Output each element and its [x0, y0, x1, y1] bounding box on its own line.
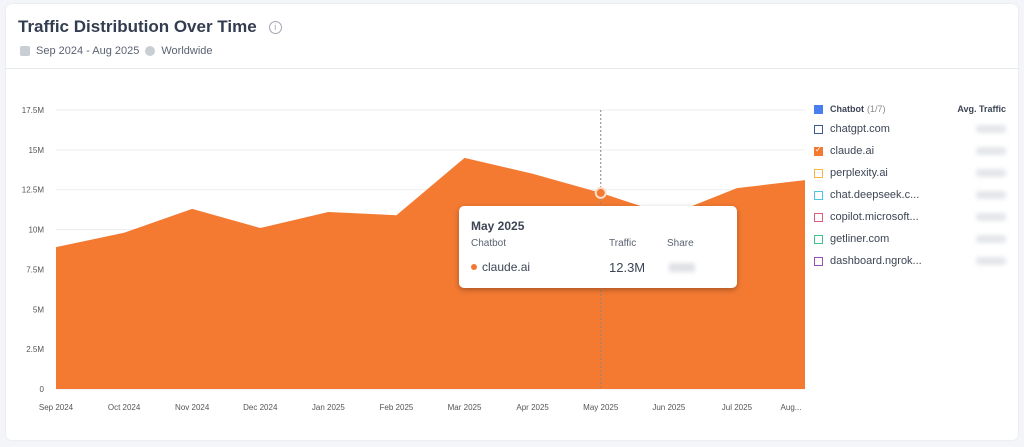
check-icon: ✓: [815, 144, 822, 154]
y-tick-label: 17.5M: [22, 106, 45, 115]
avg-traffic-blurred: [976, 235, 1006, 243]
y-tick-label: 10M: [28, 226, 44, 235]
y-tick-label: 7.5M: [26, 265, 44, 274]
legend-title: Chatbot: [830, 104, 864, 114]
region[interactable]: Worldwide: [161, 45, 213, 57]
tooltip: May 2025 Chatbot Traffic Share claude.ai…: [459, 206, 737, 288]
tooltip-row: claude.ai: [471, 260, 530, 274]
globe-icon: [145, 46, 156, 56]
x-tick-label: Jun 2025: [652, 403, 685, 412]
info-icon[interactable]: i: [268, 20, 282, 34]
legend-item[interactable]: getliner.com: [814, 228, 1014, 250]
x-tick-label: Jul 2025: [722, 403, 753, 412]
tooltip-month: May 2025: [471, 219, 525, 233]
y-tick-label: 2.5M: [26, 345, 44, 354]
x-tick-label: Sep 2024: [39, 403, 74, 412]
tooltip-col-traffic: Traffic: [609, 238, 637, 249]
title-row: Traffic Distribution Over Time i: [18, 17, 282, 37]
legend-label: getliner.com: [830, 233, 890, 245]
avg-traffic-blurred: [976, 257, 1006, 265]
checkbox[interactable]: [814, 124, 823, 134]
x-tick-label: Aug...: [781, 403, 802, 412]
x-tick-label: Mar 2025: [448, 403, 482, 412]
avg-traffic-blurred: [976, 169, 1006, 177]
checkbox[interactable]: [814, 234, 823, 244]
avg-traffic-blurred: [976, 125, 1006, 133]
legend-label: claude.ai: [830, 145, 875, 157]
legend-item[interactable]: dashboard.ngrok...: [814, 250, 1014, 272]
y-tick-label: 15M: [28, 146, 44, 155]
legend-label: chatgpt.com: [830, 123, 890, 135]
legend-label: dashboard.ngrok...: [830, 255, 922, 267]
checkbox[interactable]: ✓: [814, 144, 823, 156]
tooltip-col-share: Share: [667, 238, 694, 249]
avg-traffic-header[interactable]: Avg. Traffic: [957, 104, 1006, 114]
tooltip-series-name: claude.ai: [482, 260, 531, 274]
legend-item[interactable]: chatgpt.com: [814, 118, 1014, 140]
legend-label: chat.deepseek.c...: [830, 189, 920, 201]
tooltip-traffic: 12.3M: [609, 260, 646, 275]
checkbox[interactable]: [814, 212, 823, 222]
x-tick-label: Feb 2025: [380, 403, 414, 412]
checkbox[interactable]: [814, 256, 823, 266]
tooltip-col-chatbot: Chatbot: [471, 238, 507, 249]
legend-label: perplexity.ai: [830, 167, 888, 179]
legend: Chatbot (1/7) Avg. Traffic chatgpt.com ✓ c…: [814, 100, 1014, 272]
x-tick-label: Dec 2024: [243, 403, 278, 412]
select-all-checkbox[interactable]: [814, 104, 823, 114]
legend-label: copilot.microsoft...: [830, 211, 919, 223]
legend-item[interactable]: perplexity.ai: [814, 162, 1014, 184]
x-tick-label: Apr 2025: [516, 403, 549, 412]
legend-item[interactable]: chat.deepseek.c...: [814, 184, 1014, 206]
legend-count: (1/7): [867, 104, 886, 114]
date-range[interactable]: Sep 2024 - Aug 2025: [36, 45, 140, 57]
tooltip-share-blurred: [669, 263, 695, 272]
subtitle: Sep 2024 - Aug 2025 Worldwide: [20, 45, 213, 57]
avg-traffic-blurred: [976, 213, 1006, 221]
calendar-icon: [20, 46, 30, 56]
divider: [6, 68, 1018, 69]
legend-item[interactable]: ✓ claude.ai: [814, 140, 1014, 162]
hover-point: [594, 186, 607, 199]
x-tick-label: Jan 2025: [312, 403, 345, 412]
legend-item[interactable]: copilot.microsoft...: [814, 206, 1014, 228]
checkbox[interactable]: [814, 190, 823, 200]
legend-header: Chatbot (1/7) Avg. Traffic: [814, 100, 1014, 118]
series-dot-icon: [471, 264, 477, 270]
avg-traffic-blurred: [976, 147, 1006, 155]
page-title: Traffic Distribution Over Time: [18, 17, 257, 36]
x-tick-label: May 2025: [583, 403, 619, 412]
y-tick-label: 0: [40, 385, 45, 394]
y-tick-label: 12.5M: [22, 186, 45, 195]
x-tick-label: Oct 2024: [108, 403, 141, 412]
x-tick-label: Nov 2024: [175, 403, 210, 412]
checkbox[interactable]: [814, 168, 823, 178]
y-tick-label: 5M: [33, 305, 44, 314]
avg-traffic-blurred: [976, 191, 1006, 199]
